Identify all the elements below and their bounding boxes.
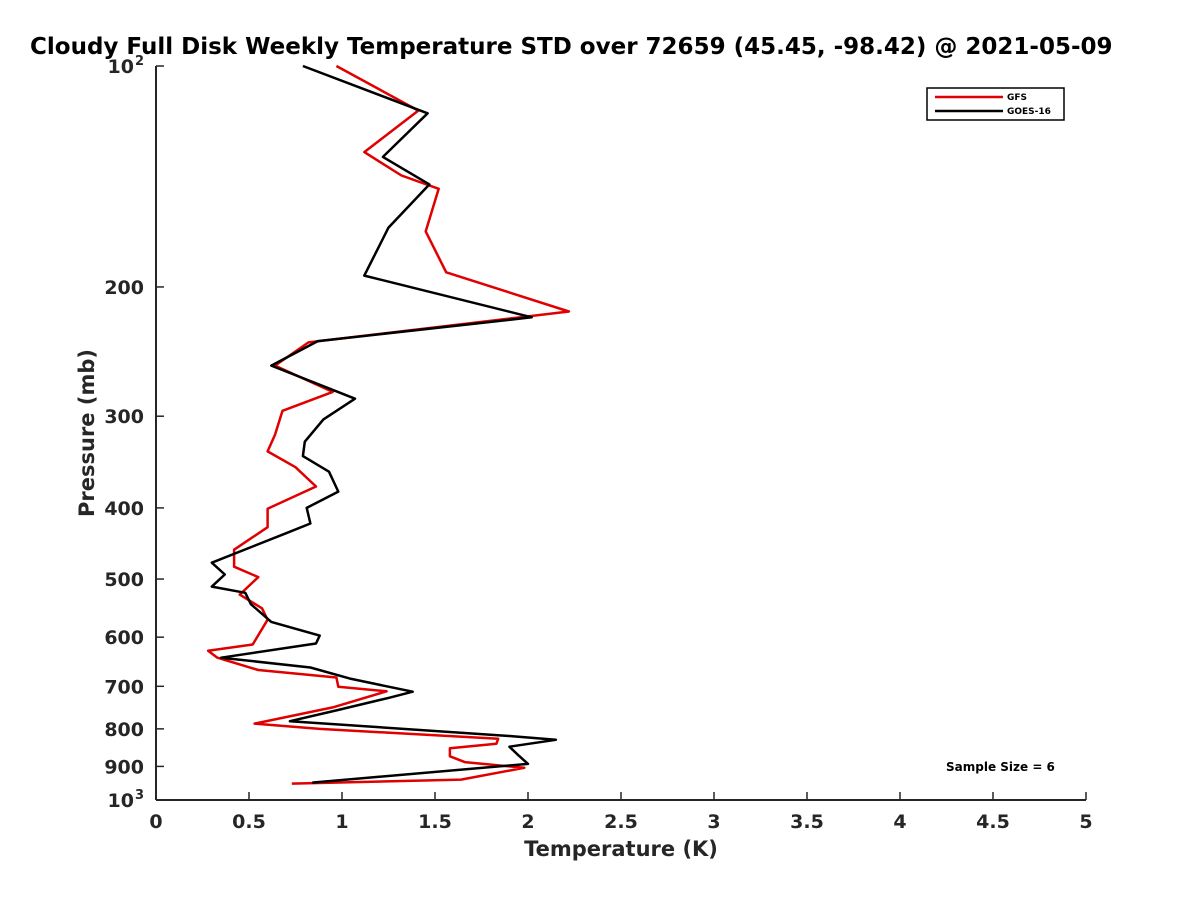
- x-tick-label: 3: [707, 811, 720, 833]
- series-layer: [206, 64, 571, 785]
- x-tick-label: 4.5: [976, 811, 1010, 833]
- y-tick-label: 800: [104, 719, 144, 741]
- x-tick-label: 5: [1079, 811, 1092, 833]
- x-tick-label: 1.5: [418, 811, 452, 833]
- legend-label-gfs: GFS: [1007, 93, 1027, 103]
- y-tick-label: 300: [104, 406, 144, 428]
- legend: GFS GOES-16: [926, 87, 1065, 121]
- y-tick-label: 10: [108, 790, 134, 812]
- y-tick-exponent: 2: [135, 54, 144, 69]
- sample-size-annotation: Sample Size = 6: [946, 760, 1055, 774]
- x-ticks: 0 0.5 1 1.5 2 2.5 3 3.5 4 4.5 5: [149, 792, 1093, 833]
- x-tick-label: 3.5: [790, 811, 824, 833]
- y-tick-label: 200: [104, 277, 144, 299]
- y-tick-label: 500: [104, 569, 144, 591]
- series-line-goes16: [210, 64, 558, 784]
- y-tick-label: 700: [104, 676, 144, 698]
- x-tick-label: 4: [893, 811, 906, 833]
- x-tick-label: 0.5: [232, 811, 266, 833]
- y-tick-label: 600: [104, 627, 144, 649]
- y-tick-label: 900: [104, 756, 144, 778]
- y-tick-exponent: 3: [135, 788, 144, 803]
- x-tick-label: 2: [521, 811, 534, 833]
- y-axis-label: Pressure (mb): [75, 349, 99, 517]
- x-tick-label: 0: [149, 811, 162, 833]
- y-tick-label: 400: [104, 498, 144, 520]
- chart-title: Cloudy Full Disk Weekly Temperature STD …: [30, 34, 1113, 60]
- y-tick-label: 10: [108, 56, 134, 78]
- series-line-gfs: [206, 64, 571, 785]
- x-tick-label: 2.5: [604, 811, 638, 833]
- x-tick-label: 1: [335, 811, 348, 833]
- legend-box: [926, 87, 1065, 121]
- legend-label-goes16: GOES-16: [1007, 107, 1051, 117]
- x-axis-label: Temperature (K): [524, 837, 718, 861]
